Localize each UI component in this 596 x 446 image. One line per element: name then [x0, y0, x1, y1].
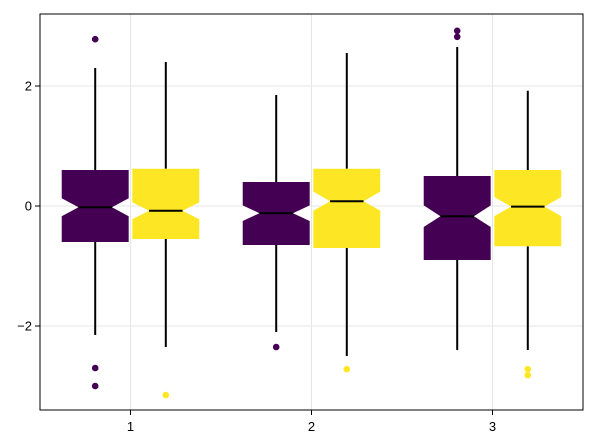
box [494, 170, 562, 247]
outlier-point [343, 365, 351, 373]
outlier-point [453, 33, 461, 41]
plot-marks [61, 27, 562, 399]
outlier-point [524, 365, 532, 373]
x-tick-label: 2 [308, 419, 315, 434]
y-tick-label: 2 [25, 79, 32, 94]
outlier-point [272, 343, 280, 351]
box [313, 168, 381, 248]
outlier-point [524, 371, 532, 379]
box [132, 168, 200, 239]
x-tick-label: 3 [489, 419, 496, 434]
outlier-point [91, 364, 99, 372]
axes: −2 0 2 1 2 3 [17, 79, 496, 435]
y-tick-label: 0 [25, 199, 32, 214]
outlier-point [91, 382, 99, 390]
outlier-point [453, 27, 461, 35]
outlier-point [91, 35, 99, 43]
y-tick-label: −2 [17, 319, 32, 334]
box [423, 176, 491, 260]
grid-lines [40, 14, 583, 410]
box [61, 170, 129, 242]
outlier-point [162, 391, 170, 399]
x-tick-label: 1 [127, 419, 134, 434]
